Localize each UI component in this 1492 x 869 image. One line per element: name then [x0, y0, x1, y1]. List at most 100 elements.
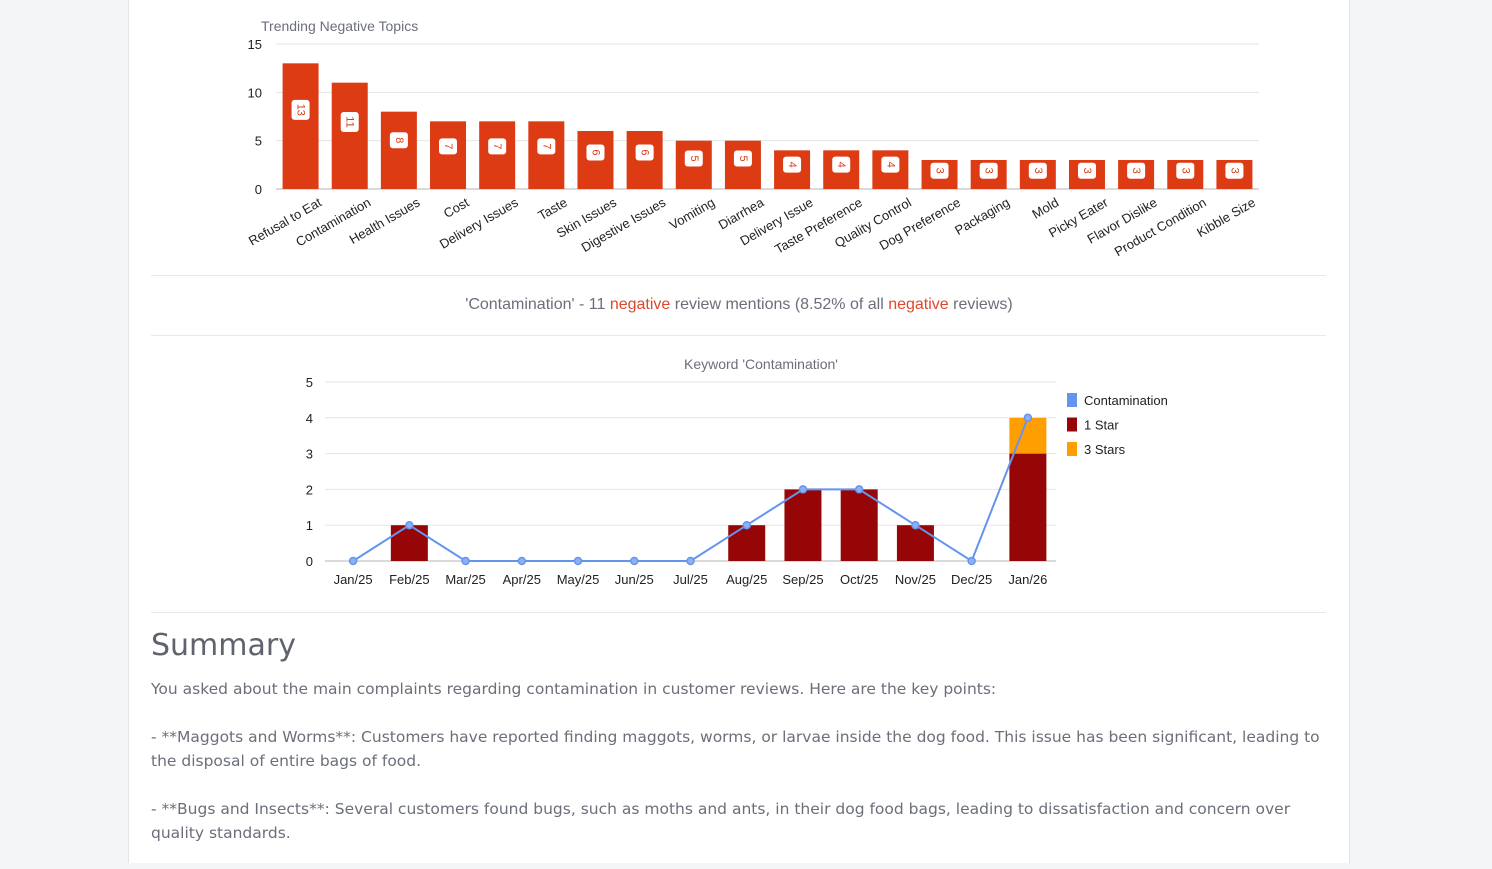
data-label-box	[340, 112, 359, 133]
divider	[151, 275, 1326, 276]
divider	[151, 335, 1326, 336]
line-point	[630, 556, 639, 566]
line-point	[742, 520, 751, 530]
y-tick-label: 0	[306, 554, 313, 569]
x-tick-label: Jan/25	[334, 572, 373, 587]
data-label-box	[1028, 162, 1047, 179]
y-tick-label: 3	[306, 447, 313, 462]
data-label-box	[439, 138, 458, 155]
data-label-box	[1127, 162, 1146, 179]
y-tick-label: 0	[255, 182, 262, 197]
data-label-box	[586, 144, 605, 161]
data-label: 7	[491, 143, 503, 149]
data-label-box	[733, 150, 752, 167]
bar-1-star	[784, 489, 822, 561]
data-label-box	[635, 144, 654, 161]
data-label: 6	[589, 149, 601, 155]
caption-end: reviews)	[948, 296, 1013, 313]
bar	[479, 121, 516, 189]
summary-paragraph: - **Maggots and Worms**: Customers have …	[151, 728, 1320, 770]
data-label: 13	[295, 104, 307, 116]
x-tick-label: Mold	[1029, 195, 1061, 222]
data-label: 8	[393, 137, 405, 143]
data-label-box	[832, 156, 851, 173]
report-panel: Trending Negative Topics 0 5 10 15 13 Refusal …	[128, 0, 1350, 863]
chart-title: Keyword 'Contamination'	[684, 356, 838, 372]
legend-label: 3 Stars	[1084, 442, 1126, 457]
data-label: 3	[934, 168, 946, 174]
data-label-box	[488, 138, 507, 155]
bar-1-star	[1009, 453, 1047, 561]
line-point	[854, 485, 864, 494]
legend-label: 1 Star	[1084, 418, 1119, 433]
x-tick-label: Mar/25	[445, 572, 485, 587]
trending-topics-chart: Trending Negative Topics05101513Refusal …	[246, 18, 1259, 259]
line-point	[1023, 413, 1033, 423]
line-point	[967, 556, 976, 566]
line-point	[405, 520, 414, 530]
line-point	[798, 485, 808, 494]
data-label: 3	[1081, 168, 1093, 174]
data-label: 3	[1130, 168, 1142, 174]
data-label: 11	[344, 116, 356, 127]
keyword-trend-chart: Keyword 'Contamination' 0 1 2 3 4 5 Jan/25 Feb/2…	[306, 356, 1168, 587]
x-tick-label: Digestive Issues	[579, 194, 669, 255]
y-tick-label: 1	[306, 518, 313, 533]
y-tick-label: 15	[248, 37, 262, 52]
legend-label: Contamination	[1084, 393, 1168, 408]
line-point	[686, 556, 695, 566]
data-label: 3	[1228, 168, 1240, 174]
x-tick-label: Oct/25	[840, 572, 878, 587]
y-tick-label: 5	[255, 134, 262, 149]
x-tick-label: Vomiting	[667, 195, 718, 233]
x-tick-label: Jul/25	[673, 572, 708, 587]
data-label-box	[537, 138, 556, 155]
line-point	[573, 556, 583, 566]
data-label: 5	[688, 155, 700, 161]
caption-negative: negative	[888, 296, 949, 313]
y-tick-label: 4	[306, 411, 313, 426]
data-label: 3	[983, 168, 995, 174]
data-label: 3	[1179, 168, 1191, 174]
line-point	[911, 520, 920, 530]
x-tick-label: Dec/25	[951, 572, 992, 587]
x-tick-label: Nov/25	[895, 572, 936, 587]
x-tick-label: Cost	[441, 194, 472, 221]
caption-sep: -	[574, 296, 589, 313]
data-label: 3	[1032, 168, 1044, 174]
data-label: 4	[786, 162, 798, 168]
data-label-box	[979, 162, 998, 179]
bar	[430, 121, 467, 189]
data-label: 4	[884, 162, 896, 168]
y-tick-label: 2	[306, 482, 313, 497]
bar-1-star	[840, 489, 878, 561]
data-label: 4	[835, 162, 847, 168]
summary-paragraph: You asked about the main complaints rega…	[151, 680, 997, 698]
y-tick-label: 10	[248, 85, 262, 100]
data-label: 6	[639, 149, 651, 155]
line-point	[517, 556, 527, 566]
x-tick-label: Jun/25	[615, 572, 654, 587]
x-tick-label: Jan/26	[1008, 572, 1047, 587]
line-point	[348, 556, 358, 566]
x-tick-label: Packaging	[952, 195, 1012, 238]
caption-count: 11	[588, 296, 606, 313]
data-label-box	[1176, 162, 1195, 179]
data-label-box	[930, 162, 949, 179]
x-tick-label: May/25	[557, 572, 600, 587]
x-tick-label: Taste	[535, 195, 569, 224]
x-tick-label: Feb/25	[389, 572, 429, 587]
bar	[528, 121, 565, 189]
caption-negative: negative	[609, 296, 671, 313]
x-tick-label: Sep/25	[782, 572, 823, 587]
chart-title: Trending Negative Topics	[261, 18, 418, 34]
bar	[282, 63, 319, 190]
bar-1-star	[390, 525, 428, 561]
data-label: 7	[442, 143, 454, 149]
summary-title: Summary	[151, 628, 296, 663]
divider	[151, 612, 1326, 613]
caption-keyword: 'Contamination'	[465, 296, 575, 313]
data-label-box	[684, 150, 703, 167]
data-label-box	[389, 132, 408, 149]
bar	[380, 111, 417, 189]
